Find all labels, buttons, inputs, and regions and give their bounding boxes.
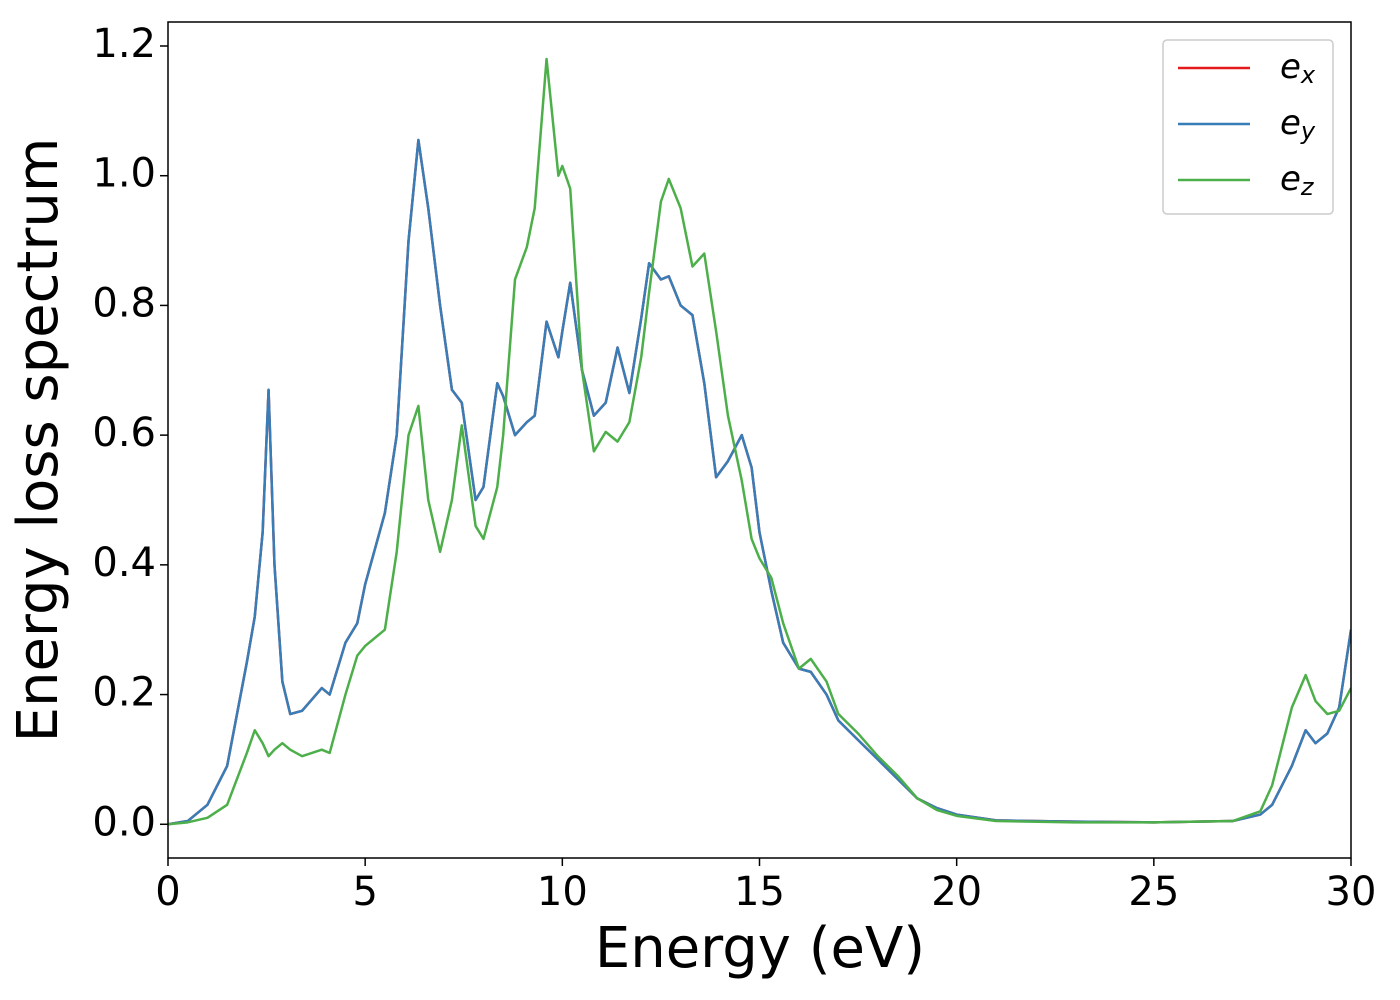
plot-frame xyxy=(167,21,1352,859)
x-tick-label: 20 xyxy=(931,869,982,915)
series-line xyxy=(168,138,1351,826)
series-line xyxy=(168,57,1351,826)
y-tick-label: 0.0 xyxy=(92,799,156,845)
y-tick-label: 1.2 xyxy=(92,21,156,67)
x-tick-label: 10 xyxy=(537,869,588,915)
x-tick-label: 0 xyxy=(155,869,180,915)
legend-label: ey xyxy=(1280,103,1316,146)
legend-label: ez xyxy=(1280,159,1315,202)
y-axis-label: Energy loss spectrum xyxy=(6,138,71,743)
y-tick-label: 0.8 xyxy=(92,280,156,326)
y-tick-label: 0.6 xyxy=(92,410,156,456)
legend-label: ex xyxy=(1280,47,1316,90)
y-tick-label: 0.2 xyxy=(92,670,156,716)
x-axis-label: Energy (eV) xyxy=(595,916,925,981)
y-tick-label: 1.0 xyxy=(92,151,156,197)
legend-box xyxy=(1162,39,1334,215)
x-tick-label: 30 xyxy=(1326,869,1377,915)
legend: ex ey ez xyxy=(1162,39,1334,215)
x-tick-label: 5 xyxy=(352,869,377,915)
x-tick-label: 15 xyxy=(734,869,785,915)
series-line xyxy=(168,138,1351,826)
x-tick-label: 25 xyxy=(1128,869,1179,915)
y-tick-label: 0.4 xyxy=(92,540,156,586)
